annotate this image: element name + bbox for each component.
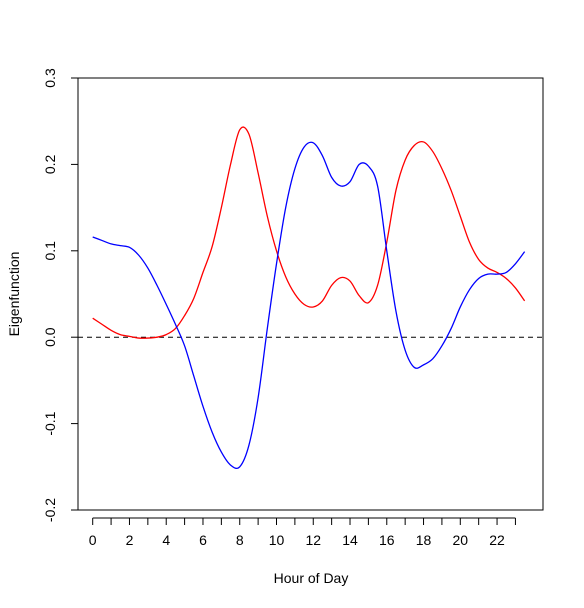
- y-tick-label: 0.3: [42, 68, 58, 88]
- x-tick-label: 10: [269, 532, 285, 548]
- y-tick-label: -0.2: [42, 498, 58, 522]
- x-tick-label: 4: [162, 532, 170, 548]
- x-tick-label: 18: [416, 532, 432, 548]
- x-tick-label: 12: [305, 532, 321, 548]
- y-tick-label: 0.0: [42, 327, 58, 347]
- y-tick-label: -0.1: [42, 411, 58, 435]
- x-tick-label: 8: [236, 532, 244, 548]
- y-axis-title: Eigenfunction: [6, 252, 22, 337]
- series-line-blue: [92, 141, 526, 470]
- x-tick-label: 0: [89, 532, 97, 548]
- series-layer: [92, 126, 526, 470]
- x-tick-label: 16: [379, 532, 395, 548]
- y-axis: -0.2 -0.1 0.0 0.1 0.2 0.3: [42, 68, 79, 522]
- x-axis-title: Hour of Day: [274, 570, 349, 586]
- y-tick-label: 0.2: [42, 154, 58, 174]
- x-tick-label: 2: [126, 532, 134, 548]
- x-axis: 0 2 4 6 8 10 12 14 16 18 20 22: [89, 517, 516, 548]
- y-tick-label: 0.1: [42, 241, 58, 261]
- x-tick-label: 22: [489, 532, 505, 548]
- x-tick-label: 14: [342, 532, 358, 548]
- x-tick-label: 20: [453, 532, 469, 548]
- x-tick-label: 6: [199, 532, 207, 548]
- series-line-red: [92, 126, 526, 339]
